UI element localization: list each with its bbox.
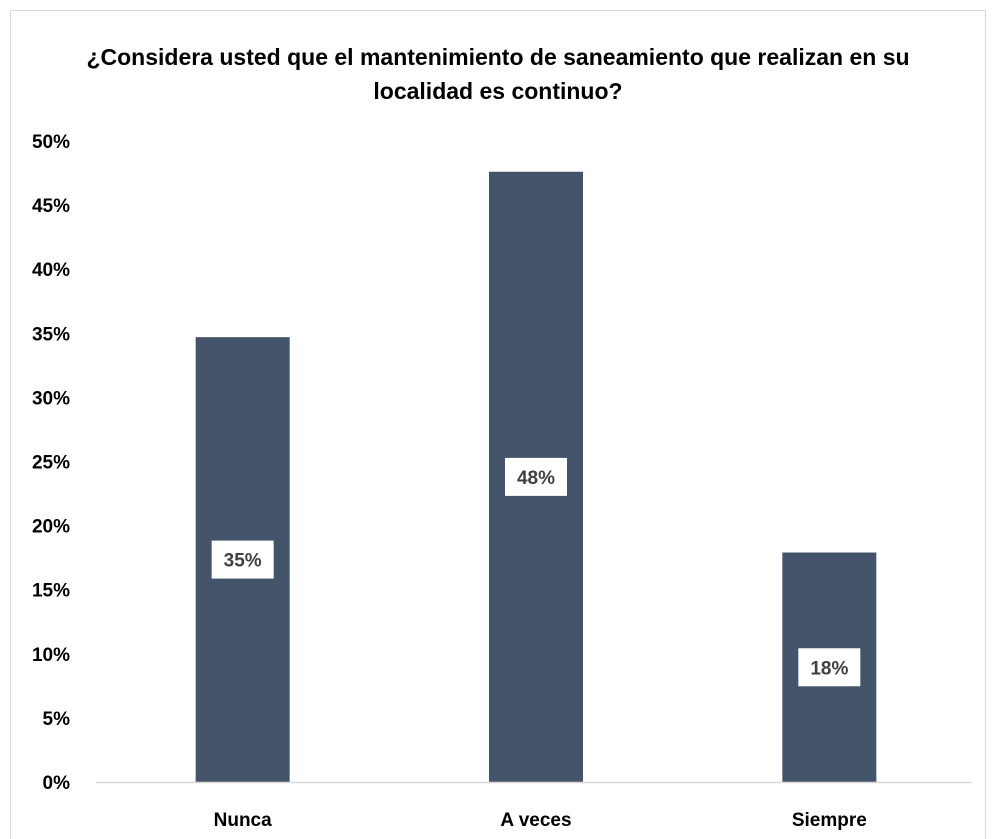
data-label: 18% — [810, 658, 848, 679]
y-tick-label: 20% — [32, 517, 70, 538]
data-label-box — [211, 540, 274, 579]
y-tick-label: 40% — [32, 260, 70, 281]
y-tick-label: 25% — [32, 453, 70, 474]
y-tick-label: 30% — [32, 388, 70, 409]
y-tick-label: 35% — [32, 324, 70, 345]
chart-title: ¿Considera usted que el mantenimiento de… — [86, 44, 910, 104]
y-tick-label: 50% — [32, 132, 70, 153]
x-tick-label: Nunca — [214, 810, 273, 831]
data-label-box — [798, 648, 861, 687]
y-tick-label: 45% — [32, 196, 70, 217]
x-tick-label: A veces — [500, 810, 571, 831]
x-tick-label: Siempre — [792, 810, 867, 831]
y-tick-label: 0% — [43, 773, 71, 794]
data-label-box — [505, 457, 567, 496]
data-label: 48% — [517, 468, 555, 489]
y-tick-label: 15% — [32, 581, 70, 602]
data-label: 35% — [224, 551, 262, 572]
y-tick-label: 5% — [43, 709, 71, 730]
y-tick-label: 10% — [32, 645, 70, 666]
